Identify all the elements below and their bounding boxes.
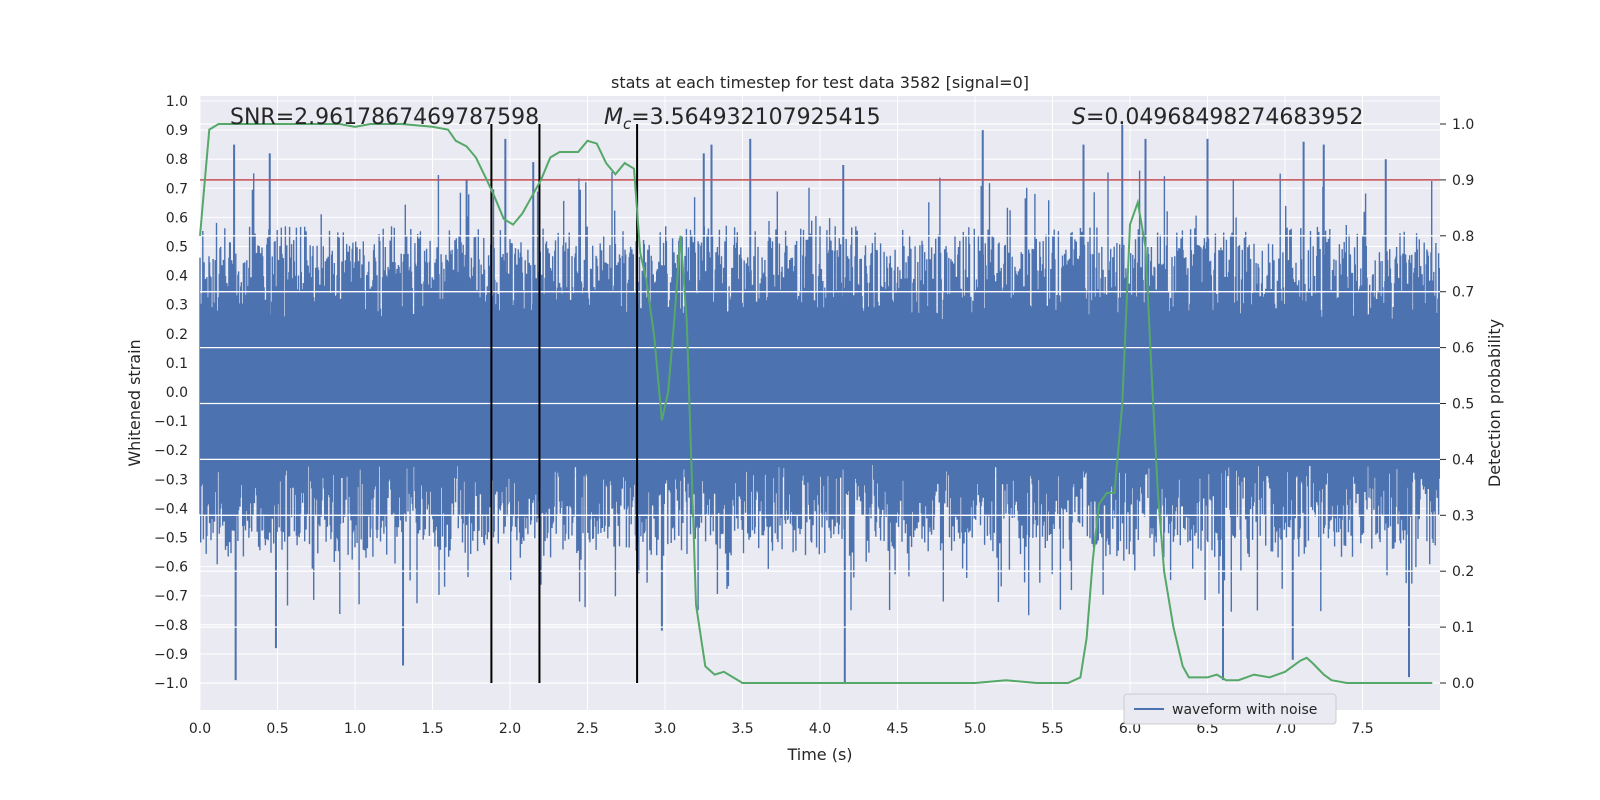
y-tick-label: 0.4 [166,269,188,285]
y2-tick-label: 1.0 [1452,117,1474,133]
y2-tick-label: 0.8 [1452,229,1474,245]
y-tick-label: 0.6 [166,210,188,226]
y-axis-label: Whitened strain [125,339,144,466]
y2-tick-labels: 1.0 0.9 0.8 0.7 0.6 0.5 0.4 0.3 0.2 0.1 0.0 [1440,117,1474,692]
y-tick-label: 0.7 [166,181,188,197]
y-tick-label: −0.3 [154,472,188,488]
y-tick-label: −0.7 [154,589,188,605]
y2-tick-label: 0.6 [1452,341,1474,357]
y-tick-label: −0.6 [154,560,188,576]
legend-box [1123,693,1337,725]
y-tick-label: 0.5 [166,240,188,256]
x-tick-label: 6.5 [1196,721,1218,737]
x-tick-label: 1.5 [421,721,443,737]
x-tick-label: 5.0 [964,721,986,737]
x-tick-label: 4.5 [886,721,908,737]
x-tick-label: 1.0 [344,721,366,737]
y-tick-label: 0.2 [166,327,188,343]
y-tick-labels: 1.0 0.9 0.8 0.7 0.6 0.5 0.4 0.3 0.2 0.1 0.0 −0.1 −0.… [154,94,188,692]
x-tick-label: 7.0 [1274,721,1296,737]
legend: waveform with noise [1123,693,1337,725]
y-tick-label: 0.9 [166,123,188,139]
x-tick-label: 6.0 [1119,721,1141,737]
x-tick-label: 2.5 [576,721,598,737]
y2-tick-label: 0.9 [1452,173,1474,189]
y2-tick-label: 0.0 [1452,676,1474,692]
x-tick-label: 7.5 [1351,721,1373,737]
y-tick-label: 0.1 [166,356,188,372]
x-tick-label: 0.0 [189,721,211,737]
x-tick-label: 2.0 [499,721,521,737]
snr-annotation: SNR=2.9617867469787598 [230,105,539,130]
y-tick-label: 0.3 [166,298,188,314]
y-tick-label: −0.4 [154,501,188,517]
x-tick-label: 4.0 [809,721,831,737]
chirp-mass-annotation: Mc=3.564932107925415 [604,105,881,133]
chart-title: stats at each timestep for test data 358… [611,73,1029,92]
legend-label: waveform with noise [1172,702,1317,718]
x-tick-label: 3.0 [654,721,676,737]
y-tick-label: −0.1 [154,414,188,430]
y2-tick-label: 0.1 [1452,620,1474,636]
y-tick-label: −0.8 [154,618,188,634]
detection-probability-line [199,123,1433,684]
y-tick-label: −1.0 [154,676,188,692]
y2-tick-label: 0.5 [1452,397,1474,413]
y-tick-label: 1.0 [166,94,188,110]
y-tick-label: −0.5 [154,531,188,547]
y2-tick-label: 0.3 [1452,508,1474,524]
y2-tick-label: 0.4 [1452,452,1474,468]
x-axis-label: Time (s) [786,745,852,764]
y-tick-label: 0.8 [166,152,188,168]
x-tick-labels: 0.0 0.5 1.0 1.5 2.0 2.5 3.0 3.5 4.0 4.5 5.0 5.5 6.0 6… [189,721,1374,737]
s-annotation: S=0.04968498274683952 [1072,105,1363,130]
y2-tick-label: 0.2 [1452,564,1474,580]
y-tick-label: 0.0 [166,385,188,401]
x-tick-label: 3.5 [731,721,753,737]
y2-tick-label: 0.7 [1452,285,1474,301]
detection-probability-series [199,123,1433,684]
y2-axis-label: Detection probability [1485,319,1504,487]
x-tick-label: 5.5 [1041,721,1063,737]
y-tick-label: −0.2 [154,443,188,459]
x-tick-label: 0.5 [266,721,288,737]
y-tick-label: −0.9 [154,647,188,663]
